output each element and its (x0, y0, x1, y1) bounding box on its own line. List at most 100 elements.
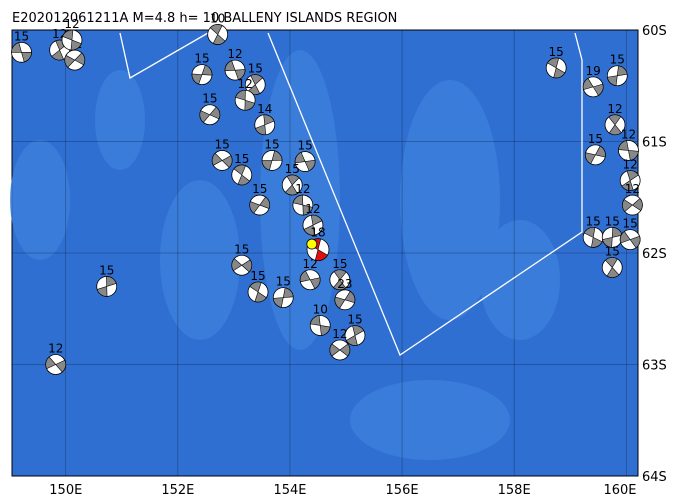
depth-label: 12 (237, 77, 252, 91)
beachball-quadrant (582, 77, 604, 96)
depth-label: 10 (210, 11, 225, 25)
focal-mechanism (582, 226, 604, 248)
x-tick-label: 154E (273, 483, 306, 498)
depth-label: 15 (347, 313, 362, 327)
beachball-quadrant (261, 150, 283, 171)
focal-mechanism (244, 74, 266, 96)
beachball-quadrant (310, 315, 331, 336)
depth-label: 15 (297, 139, 312, 153)
events: 1512121215121015121515121415151515151512… (11, 11, 643, 375)
beachball-quadrant (62, 29, 82, 51)
focal-mechanism (231, 164, 253, 186)
depth-label: 12 (64, 17, 79, 31)
depth-label: 15 (264, 137, 279, 151)
depth-label: 12 (623, 158, 638, 172)
y-tick-label: 60S (642, 24, 667, 39)
focal-mechanism (61, 29, 83, 51)
beachball-quadrant (249, 281, 267, 303)
beachball-quadrant (249, 196, 270, 214)
y-tick-label: 62S (642, 247, 667, 262)
depth-label: 15 (605, 214, 620, 228)
y-tick-label: 63S (642, 359, 667, 374)
beachball-quadrant (11, 42, 32, 63)
focal-mechanism (582, 76, 604, 98)
depth-label: 15 (202, 92, 217, 106)
depth-label: 15 (194, 52, 209, 66)
focal-mechanism (606, 65, 628, 87)
focal-mechanism (294, 151, 316, 172)
focal-mechanism (224, 59, 246, 81)
x-tick-label: 160E (603, 483, 636, 498)
depth-label: 15 (586, 214, 601, 228)
depth-label: 14 (257, 102, 272, 116)
depth-label: 12 (625, 182, 640, 196)
focal-mechanism (601, 226, 623, 248)
depth-label: 15 (99, 263, 114, 277)
x-tick-label: 152E (161, 483, 194, 498)
focal-mechanism (309, 315, 331, 336)
focal-mechanism (621, 194, 643, 216)
depth-label: 15 (14, 29, 29, 43)
x-tick-label: 158E (498, 483, 531, 498)
depth-label: 12 (621, 127, 636, 141)
beachball-quadrant (604, 257, 620, 278)
beachball-quadrant (292, 194, 313, 216)
beachball-quadrant (622, 198, 643, 213)
beachball-quadrant (199, 106, 221, 123)
focal-mechanism (292, 194, 314, 216)
y-tick-label: 64S (642, 470, 667, 485)
beachball-quadrant (607, 65, 628, 86)
focal-mechanism (207, 24, 229, 45)
x-tick-label: 156E (386, 483, 419, 498)
depth-label: 15 (549, 45, 564, 59)
plate-boundary (119, 32, 583, 356)
beachball-quadrant (583, 227, 603, 248)
depth-label: 15 (252, 182, 267, 196)
focal-mechanism (619, 229, 641, 251)
beachball-quadrant (45, 356, 66, 373)
beachball-quadrant (329, 343, 351, 357)
beachball-quadrant (547, 57, 566, 79)
beachball-quadrant (231, 258, 253, 273)
beachball-quadrant (299, 270, 321, 290)
focal-mechanism (281, 174, 303, 196)
focal-mechanism (344, 325, 366, 346)
beachball-quadrant (96, 276, 117, 297)
depth-label: 12 (305, 202, 320, 216)
depth-label: 15 (276, 275, 291, 289)
depth-label: 12 (48, 342, 63, 356)
beachball-quadrant (608, 114, 622, 136)
focal-mechanism (211, 150, 233, 171)
depth-label: 15 (248, 62, 263, 76)
depth-label: 15 (623, 217, 638, 231)
beachball-quadrant (211, 152, 233, 169)
focal-mechanism (545, 57, 567, 79)
focal-mechanism (249, 194, 271, 216)
focal-mechanism (254, 114, 276, 136)
depth-label: 15 (234, 152, 249, 166)
depth-label: 15 (588, 132, 603, 146)
beachball-quadrant (294, 152, 316, 172)
depth-label: 12 (227, 47, 242, 61)
focal-mechanism (619, 170, 641, 191)
depth-label: 18 (310, 226, 325, 240)
beachball-quadrant (235, 89, 256, 111)
beachball-quadrant (303, 214, 323, 236)
beachball-quadrant (345, 325, 365, 346)
focal-mechanism (199, 104, 221, 126)
beachball-quadrant (334, 290, 356, 309)
focal-mechanism (64, 49, 86, 71)
depth-label: 10 (313, 302, 328, 316)
focal-mechanism (191, 64, 213, 85)
beachball-quadrant (209, 24, 226, 45)
depth-label: 12 (607, 102, 622, 116)
focal-mechanism (261, 150, 283, 171)
depth-label: 15 (215, 137, 230, 151)
focal-mechanism (247, 281, 269, 303)
focal-mechanism (302, 214, 324, 236)
depth-label: 15 (234, 242, 249, 256)
y-tick-label: 61S (642, 136, 667, 151)
depth-label: 23 (337, 277, 352, 291)
beachball-quadrant (621, 170, 639, 191)
